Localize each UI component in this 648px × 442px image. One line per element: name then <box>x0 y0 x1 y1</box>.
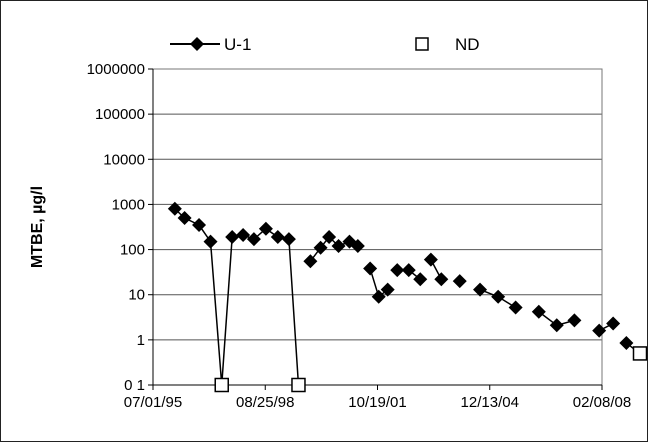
u1-data-point <box>246 232 261 247</box>
x-tick-label: 07/01/95 <box>124 394 182 411</box>
u1-data-point <box>258 221 273 236</box>
y-tick-label: 10 <box>128 287 145 304</box>
u1-data-point <box>331 238 346 253</box>
u1-data-point <box>371 289 386 304</box>
u1-data-point <box>203 234 218 249</box>
u1-data-point <box>270 229 285 244</box>
u1-data-point <box>531 304 546 319</box>
u1-data-point <box>303 254 318 269</box>
legend-u1-diamond-icon <box>190 37 204 51</box>
u1-data-point <box>434 272 449 287</box>
u1-data-point <box>606 316 621 331</box>
y-tick-label: 1000000 <box>87 61 145 78</box>
y-tick-label: 0 1 <box>124 377 145 394</box>
series-layer <box>167 201 648 393</box>
u1-data-point <box>619 336 634 351</box>
u1-data-point <box>473 282 488 297</box>
u1-data-point <box>236 228 251 243</box>
u1-data-point <box>322 229 337 244</box>
u1-data-point <box>281 232 296 247</box>
x-tick-label: 08/25/98 <box>236 394 294 411</box>
u1-data-point <box>423 252 438 267</box>
plot-area-border <box>152 68 603 386</box>
y-tick-label: 1 <box>137 332 145 349</box>
x-tick-label: 02/08/08 <box>573 394 631 411</box>
u1-data-point <box>592 323 607 338</box>
u1-data-point <box>567 313 582 328</box>
x-ticks: 07/01/95 08/25/98 10/19/01 12/13/04 02/08/08 <box>124 385 631 411</box>
grid-lines <box>153 113 602 341</box>
u1-data-point <box>491 289 506 304</box>
legend-u1-label: U-1 <box>224 35 251 54</box>
u1-data-point <box>350 238 365 253</box>
u1-data-point <box>380 282 395 297</box>
nd-data-point <box>214 377 229 393</box>
legend-nd-square-icon <box>415 37 429 51</box>
x-tick-label: 12/13/04 <box>461 394 519 411</box>
y-axis-title: MTBE, µg/l <box>29 186 46 268</box>
u1-data-point <box>167 201 182 216</box>
y-tick-label: 100000 <box>95 106 145 123</box>
u1-data-point <box>192 218 207 233</box>
u1-data-point <box>313 240 328 255</box>
u1-data-point <box>363 261 378 276</box>
x-tick-label: 10/19/01 <box>348 394 406 411</box>
nd-data-point <box>291 377 306 393</box>
u1-data-point <box>390 263 405 278</box>
legend-nd-label: ND <box>455 35 480 54</box>
y-ticks: 0 1 1 10 100 1000 10000 100000 1000000 <box>87 61 153 394</box>
u1-data-point <box>508 300 523 315</box>
y-tick-label: 100 <box>120 242 145 259</box>
nd-data-point <box>632 346 648 361</box>
y-tick-label: 10000 <box>103 151 145 168</box>
u1-data-point <box>225 229 240 244</box>
u1-data-point <box>452 274 467 289</box>
u1-data-point <box>401 263 416 278</box>
u1-data-point <box>549 318 564 333</box>
u1-data-point <box>413 272 428 287</box>
u1-data-point <box>177 211 192 226</box>
y-tick-label: 1000 <box>112 196 145 213</box>
legend: U-1 ND <box>170 35 480 54</box>
